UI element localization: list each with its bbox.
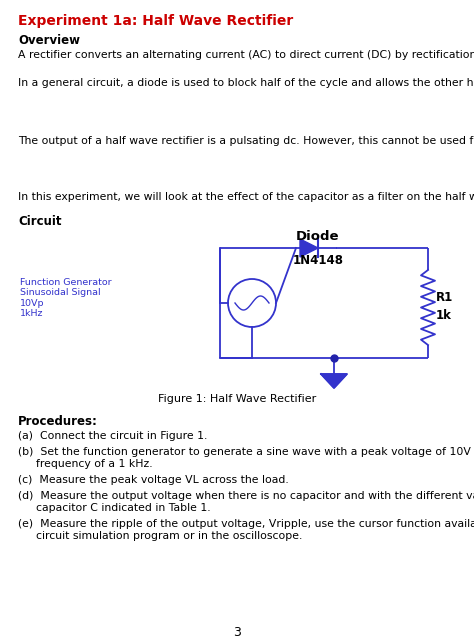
Text: capacitor C indicated in Table 1.: capacitor C indicated in Table 1.	[36, 503, 210, 513]
Text: frequency of a 1 kHz.: frequency of a 1 kHz.	[36, 459, 153, 469]
Text: A rectifier converts an alternating current (AC) to direct current (DC) by recti: A rectifier converts an alternating curr…	[18, 50, 474, 60]
Text: The output of a half wave rectifier is a pulsating dc. However, this cannot be u: The output of a half wave rectifier is a…	[18, 136, 474, 146]
Text: Diode: Diode	[296, 230, 340, 243]
Text: 3: 3	[233, 626, 241, 638]
Text: 1k: 1k	[436, 309, 452, 322]
Text: 1N4148: 1N4148	[292, 254, 344, 267]
Text: (e)  Measure the ripple of the output voltage, Vripple, use the cursor function : (e) Measure the ripple of the output vol…	[18, 519, 474, 529]
Polygon shape	[321, 374, 347, 388]
Text: In a general circuit, a diode is used to block half of the cycle and allows the : In a general circuit, a diode is used to…	[18, 78, 474, 88]
Polygon shape	[300, 239, 318, 257]
Text: (a)  Connect the circuit in Figure 1.: (a) Connect the circuit in Figure 1.	[18, 431, 207, 441]
Text: Procedures:: Procedures:	[18, 415, 98, 428]
Text: (d)  Measure the output voltage when there is no capacitor and with the differen: (d) Measure the output voltage when ther…	[18, 491, 474, 501]
Text: In this experiment, we will look at the effect of the capacitor as a filter on t: In this experiment, we will look at the …	[18, 192, 474, 202]
Text: R1: R1	[436, 291, 453, 304]
Text: Function Generator
Sinusoidal Signal
10Vp
1kHz: Function Generator Sinusoidal Signal 10V…	[20, 278, 111, 318]
Text: Figure 1: Half Wave Rectifier: Figure 1: Half Wave Rectifier	[158, 394, 316, 404]
Text: Experiment 1a: Half Wave Rectifier: Experiment 1a: Half Wave Rectifier	[18, 14, 293, 28]
Text: Overview: Overview	[18, 34, 80, 47]
Text: circuit simulation program or in the oscilloscope.: circuit simulation program or in the osc…	[36, 531, 302, 541]
Text: (b)  Set the function generator to generate a sine wave with a peak voltage of 1: (b) Set the function generator to genera…	[18, 447, 474, 457]
Text: (c)  Measure the peak voltage VL across the load.: (c) Measure the peak voltage VL across t…	[18, 475, 289, 485]
Text: Circuit: Circuit	[18, 215, 62, 228]
